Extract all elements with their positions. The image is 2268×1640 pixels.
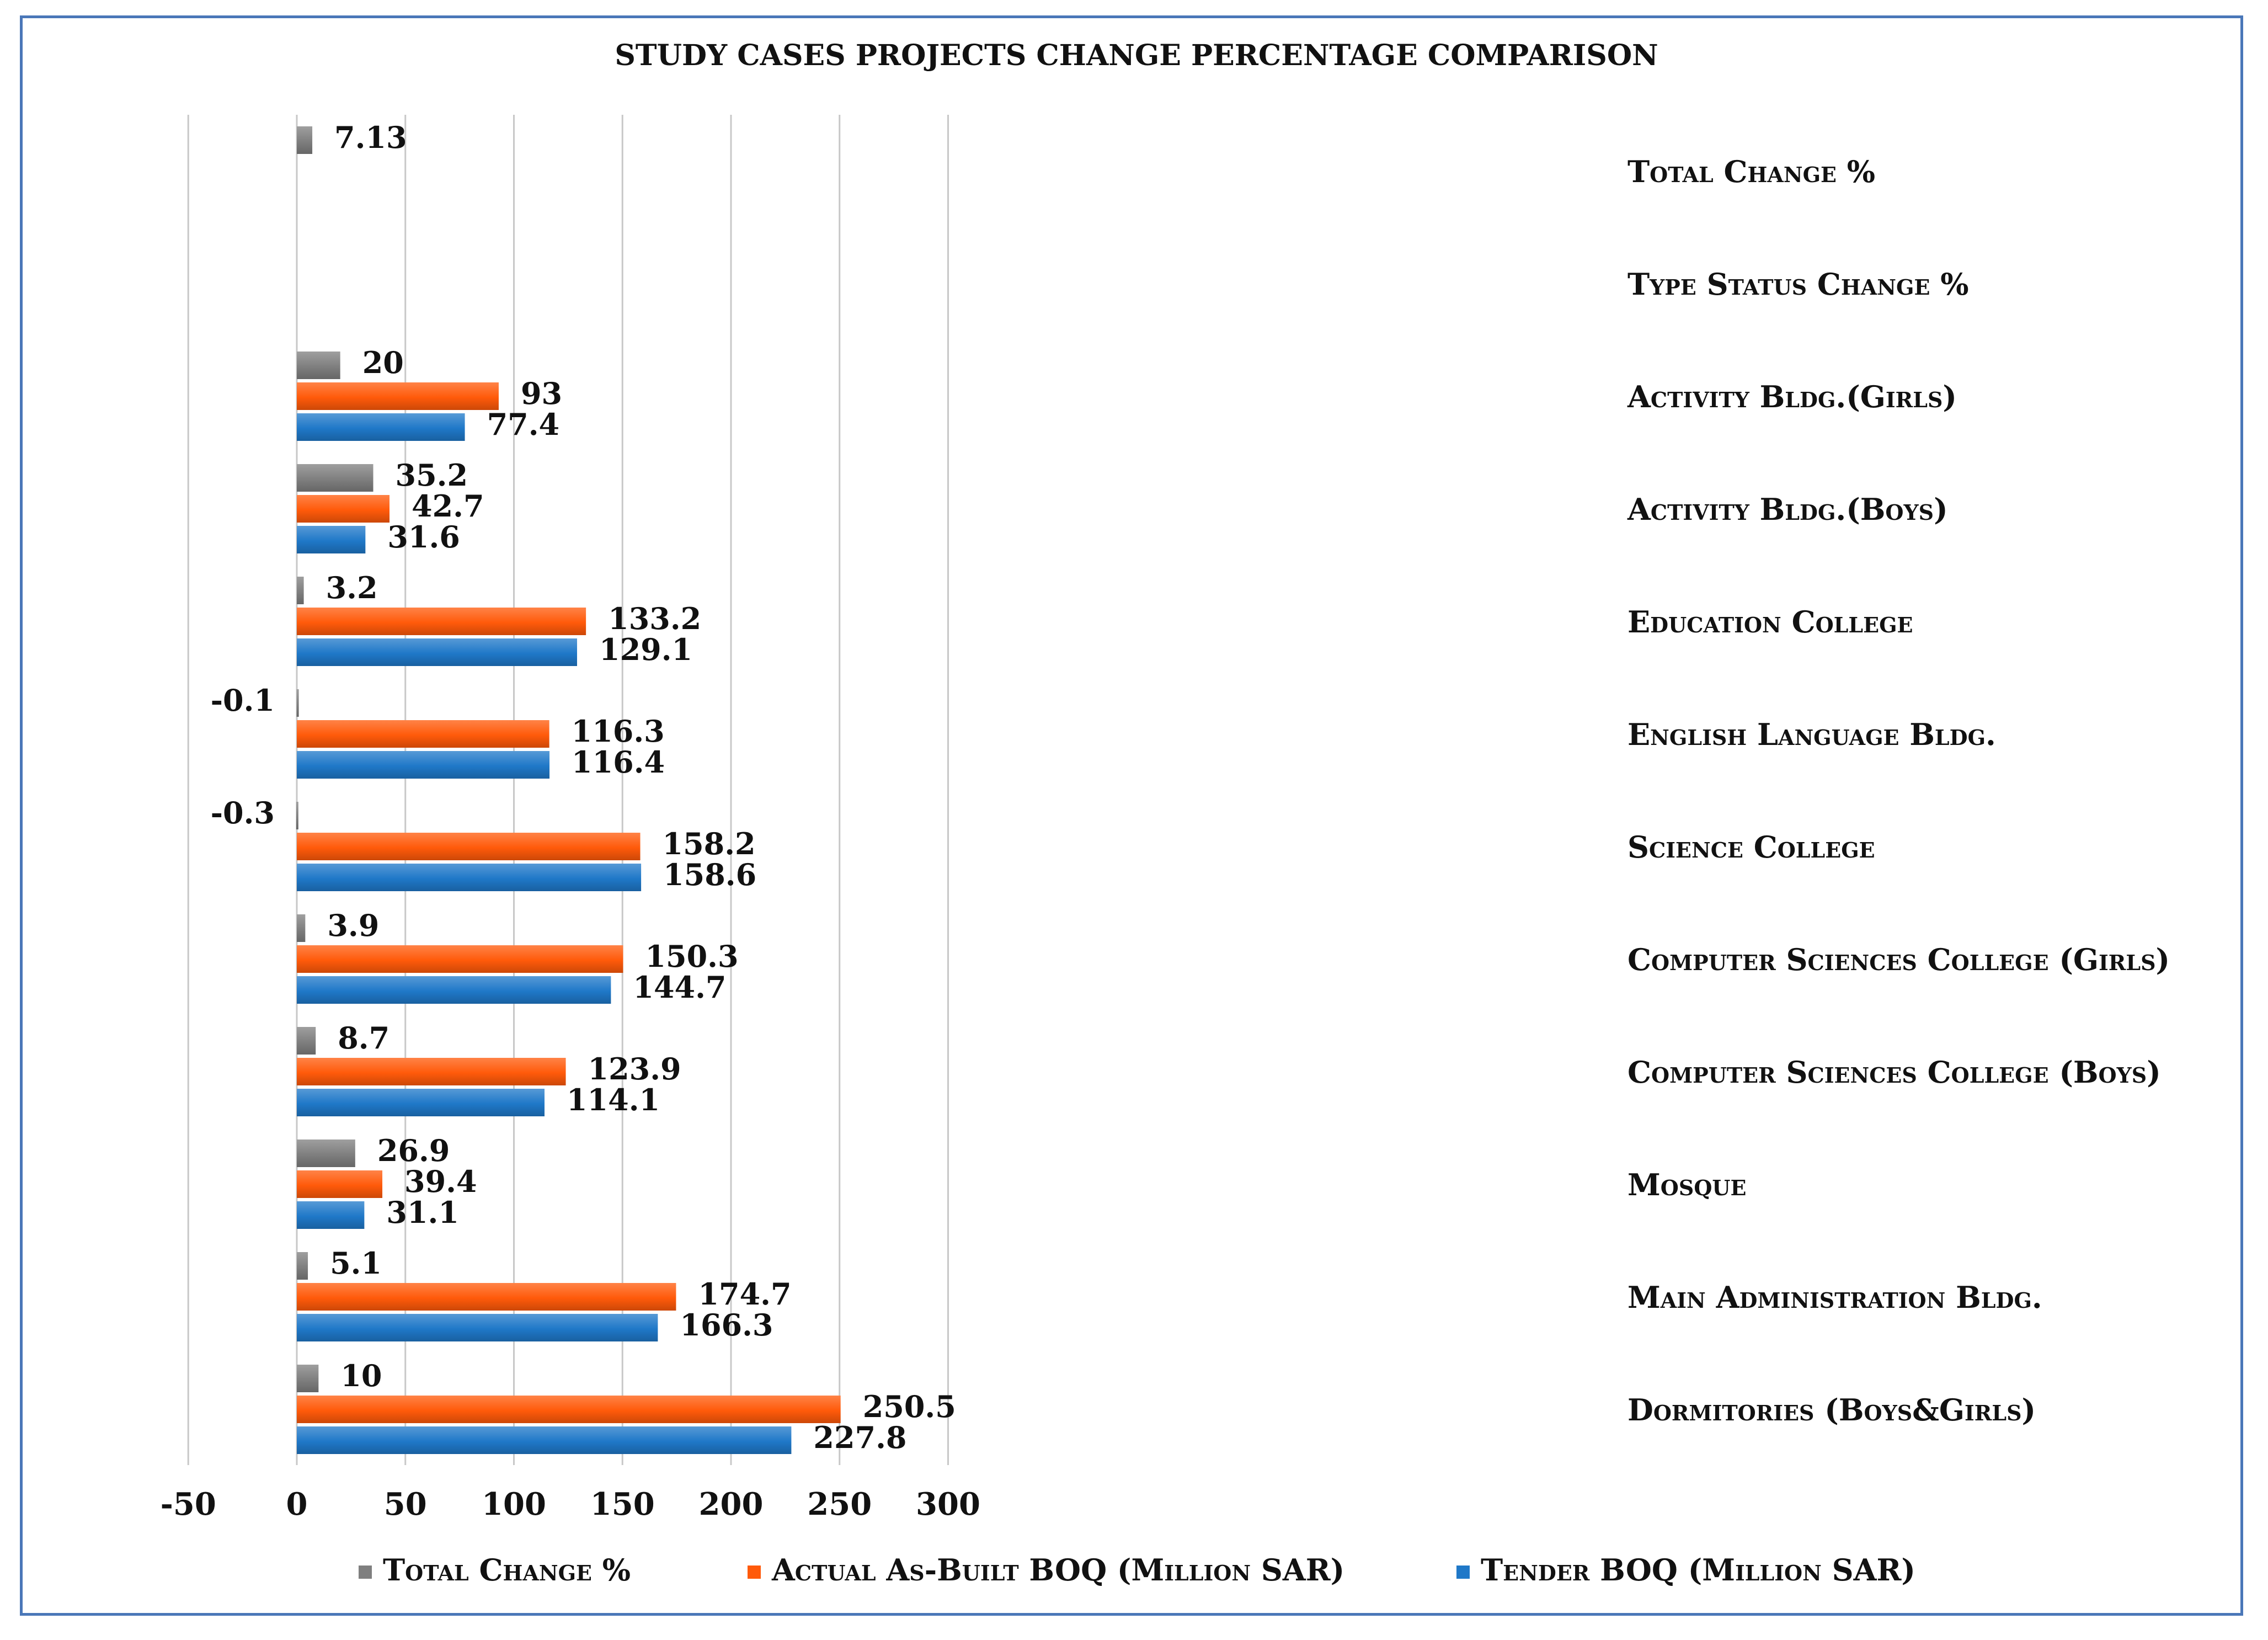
data-label-total-change-mosque: 26.9 (377, 1133, 450, 1168)
data-label-total-change-english-language-bldg: -0.1 (211, 683, 275, 718)
x-tick-label: -50 (161, 1486, 216, 1522)
data-label-total-change-computer-sciences-college-girls: 3.9 (327, 908, 379, 943)
data-label-tender-boq-million-sar-mosque: 31.1 (386, 1195, 459, 1230)
bar-actual-as-built-boq-million-sar-main-administration-bldg (297, 1283, 676, 1311)
data-label-actual-as-built-boq-million-sar-activity-bldg-boys: 42.7 (412, 488, 484, 524)
data-label-total-change-education-college: 3.2 (326, 570, 378, 605)
data-label-total-change-activity-bldg-boys: 35.2 (396, 457, 468, 493)
category-label-activity-bldg-girls: Activity Bldg.(Girls) (1627, 379, 1957, 414)
data-label-tender-boq-million-sar-computer-sciences-college-girls: 144.7 (633, 970, 726, 1005)
x-tick-label: 0 (286, 1486, 308, 1522)
bar-total-change-mosque (297, 1140, 355, 1167)
data-label-actual-as-built-boq-million-sar-mosque: 39.4 (404, 1164, 477, 1199)
bar-total-change-main-administration-bldg (297, 1252, 308, 1280)
category-label-dormitories-boys-girls: Dormitories (Boys&Girls) (1627, 1392, 2036, 1428)
bar-tender-boq-million-sar-mosque (297, 1201, 365, 1229)
x-axis-ticks: -50 0 50 100 150 200 250 300 (161, 1486, 980, 1522)
bar-actual-as-built-boq-million-sar-education-college (297, 608, 586, 635)
bar-tender-boq-million-sar-activity-bldg-girls (297, 413, 465, 441)
bar-total-change-activity-bldg-boys (297, 464, 373, 492)
bar-actual-as-built-boq-million-sar-activity-bldg-girls (297, 382, 499, 410)
category-label-education-college: Education College (1627, 604, 1913, 640)
data-label-total-change-computer-sciences-college-boys: 8.7 (338, 1020, 389, 1056)
bar-tender-boq-million-sar-english-language-bldg (297, 751, 550, 779)
data-label-tender-boq-million-sar-dormitories-boys-girls: 227.8 (813, 1420, 906, 1455)
legend-swatch-tender-boq-million-sar (1456, 1566, 1470, 1579)
bar-tender-boq-million-sar-main-administration-bldg (297, 1314, 658, 1341)
x-tick-label: 100 (482, 1486, 546, 1522)
data-label-tender-boq-million-sar-english-language-bldg: 116.4 (572, 744, 665, 780)
legend-label-total-change: Total Change % (383, 1552, 631, 1588)
data-label-actual-as-built-boq-million-sar-main-administration-bldg: 174.7 (698, 1276, 791, 1312)
bar-tender-boq-million-sar-computer-sciences-college-girls (297, 976, 611, 1004)
category-label-type-status-change: Type Status Change % (1627, 267, 1969, 302)
bar-tender-boq-million-sar-computer-sciences-college-boys (297, 1089, 545, 1116)
x-tick-label: 150 (590, 1486, 655, 1522)
bar-actual-as-built-boq-million-sar-science-college (297, 833, 641, 860)
data-label-actual-as-built-boq-million-sar-activity-bldg-girls: 93 (521, 376, 562, 411)
gridlines (187, 115, 949, 1465)
data-label-actual-as-built-boq-million-sar-computer-sciences-college-girls: 150.3 (645, 939, 738, 974)
category-label-main-administration-bldg: Main Administration Bldg. (1627, 1280, 2042, 1315)
category-labels: Total Change % Type Status Change % Activi… (1627, 154, 2170, 1428)
bar-actual-as-built-boq-million-sar-computer-sciences-college-boys (297, 1058, 566, 1085)
bar-actual-as-built-boq-million-sar-dormitories-boys-girls (297, 1396, 841, 1423)
data-label-total-change-science-college: -0.3 (211, 795, 275, 830)
category-label-computer-sciences-college-girls: Computer Sciences College (Girls) (1627, 942, 2170, 977)
chart-title: STUDY CASES PROJECTS CHANGE PERCENTAGE C… (615, 39, 1658, 72)
bar-actual-as-built-boq-million-sar-english-language-bldg (297, 720, 549, 748)
legend: Total Change % Actual As-Built BOQ (Milli… (359, 1552, 1915, 1588)
data-label-tender-boq-million-sar-education-college: 129.1 (599, 632, 692, 667)
category-label-mosque: Mosque (1627, 1167, 1747, 1202)
category-label-science-college: Science College (1627, 829, 1875, 865)
x-tick-label: 200 (699, 1486, 764, 1522)
data-label-total-change-total-change: 7.13 (334, 120, 407, 155)
data-label-tender-boq-million-sar-science-college: 158.6 (663, 857, 756, 892)
x-tick-label: 300 (916, 1486, 980, 1522)
category-label-total-change: Total Change % (1627, 154, 1875, 189)
data-label-tender-boq-million-sar-main-administration-bldg: 166.3 (680, 1307, 773, 1343)
x-tick-label: 250 (807, 1486, 872, 1522)
category-label-activity-bldg-boys: Activity Bldg.(Boys) (1627, 492, 1948, 527)
bar-tender-boq-million-sar-dormitories-boys-girls (297, 1426, 792, 1454)
bar-total-change-education-college (297, 577, 304, 604)
bars (296, 126, 841, 1454)
x-tick-label: 50 (384, 1486, 427, 1522)
data-label-actual-as-built-boq-million-sar-computer-sciences-college-boys: 123.9 (588, 1051, 681, 1087)
category-label-computer-sciences-college-boys: Computer Sciences College (Boys) (1627, 1055, 2161, 1090)
legend-swatch-total-change (359, 1566, 372, 1579)
legend-label-actual-as-built-boq-million-sar: Actual As-Built BOQ (Million SAR) (771, 1552, 1344, 1588)
bar-actual-as-built-boq-million-sar-activity-bldg-boys (297, 495, 390, 523)
data-label-total-change-dormitories-boys-girls: 10 (340, 1358, 382, 1393)
data-label-tender-boq-million-sar-activity-bldg-girls: 77.4 (487, 407, 560, 442)
bar-total-change-english-language-bldg (296, 689, 299, 717)
bar-total-change-total-change (297, 126, 313, 154)
data-label-actual-as-built-boq-million-sar-dormitories-boys-girls: 250.5 (863, 1389, 956, 1424)
chart-frame (20, 15, 2243, 1616)
bar-total-change-science-college (296, 802, 298, 829)
bar-total-change-computer-sciences-college-girls (297, 914, 306, 942)
data-label-tender-boq-million-sar-computer-sciences-college-boys: 114.1 (567, 1082, 660, 1117)
bar-total-change-dormitories-boys-girls (297, 1365, 319, 1392)
bar-tender-boq-million-sar-education-college (297, 638, 578, 666)
legend-swatch-actual-as-built-boq-million-sar (748, 1566, 761, 1579)
category-label-english-language-bldg: English Language Bldg. (1627, 717, 1996, 752)
data-label-actual-as-built-boq-million-sar-education-college: 133.2 (608, 601, 701, 636)
bar-actual-as-built-boq-million-sar-computer-sciences-college-girls (297, 945, 623, 973)
data-label-tender-boq-million-sar-activity-bldg-boys: 31.6 (387, 519, 460, 555)
bar-total-change-computer-sciences-college-boys (297, 1027, 316, 1055)
bar-tender-boq-million-sar-science-college (297, 864, 642, 891)
bar-actual-as-built-boq-million-sar-mosque (297, 1170, 383, 1198)
data-label-actual-as-built-boq-million-sar-english-language-bldg: 116.3 (572, 713, 665, 749)
data-label-actual-as-built-boq-million-sar-science-college: 158.2 (663, 826, 756, 861)
data-label-total-change-activity-bldg-girls: 20 (362, 345, 404, 380)
data-label-total-change-main-administration-bldg: 5.1 (330, 1245, 382, 1281)
legend-label-tender-boq-million-sar: Tender BOQ (Million SAR) (1481, 1552, 1915, 1588)
bar-total-change-activity-bldg-girls (297, 352, 340, 379)
bar-tender-boq-million-sar-activity-bldg-boys (297, 526, 366, 553)
